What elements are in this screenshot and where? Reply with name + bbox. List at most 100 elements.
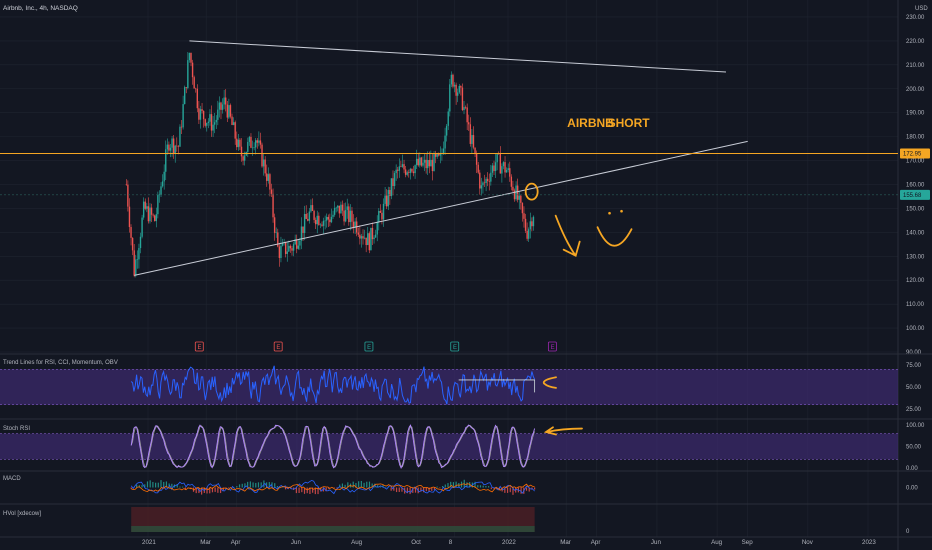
earnings-marker-label: E — [453, 345, 457, 351]
candle-body — [352, 221, 355, 228]
candle-body — [223, 97, 225, 105]
candle-body — [294, 239, 296, 245]
earnings-marker[interactable] — [450, 341, 460, 352]
candle-body — [409, 168, 412, 173]
macd-bar — [238, 484, 241, 488]
candle-body — [477, 164, 479, 173]
candle-body — [433, 153, 435, 172]
candle-body — [390, 178, 393, 197]
macd-bar — [482, 485, 484, 488]
candle-body — [351, 210, 353, 222]
macd-bar — [168, 483, 170, 488]
candle-body — [360, 236, 363, 239]
candle-body — [387, 190, 389, 207]
candle-body — [310, 205, 312, 212]
candle-body — [436, 153, 438, 157]
earnings-marker[interactable] — [273, 341, 283, 352]
candle-body — [220, 102, 222, 110]
candle-body — [215, 119, 217, 123]
macd-bar — [398, 487, 400, 492]
candle-body — [458, 86, 460, 93]
price-label-badge — [900, 148, 930, 159]
macd-bar — [303, 487, 306, 494]
price-label-text: 172.95 — [903, 152, 922, 158]
candles — [125, 52, 535, 278]
candle-body — [305, 213, 307, 219]
candle-body — [266, 173, 268, 181]
macd-bar — [341, 483, 344, 488]
candle-body — [381, 212, 383, 220]
candle-body — [311, 205, 314, 211]
candle-body — [341, 204, 344, 211]
candle-body — [133, 250, 135, 276]
candle-body — [228, 105, 230, 118]
candle-body — [338, 205, 341, 214]
candle-body — [302, 226, 304, 233]
candle-body — [154, 215, 156, 222]
macd-bar — [184, 487, 186, 490]
macd-bar — [450, 481, 452, 488]
candle-body — [445, 125, 448, 136]
candle-body — [155, 214, 157, 222]
x-tick-label: Nov — [802, 539, 814, 546]
candle-body — [258, 140, 260, 143]
smiley-eye — [620, 209, 623, 213]
candle-body — [307, 218, 309, 221]
x-tick-label: 2022 — [502, 539, 516, 546]
candle-body — [269, 174, 271, 190]
macd-bar — [228, 487, 230, 489]
stoch-arrow-annotation — [543, 426, 583, 436]
candle-body — [344, 209, 347, 222]
candle-body — [422, 162, 424, 166]
candle-body — [439, 154, 442, 156]
down-arrow-icon — [554, 214, 581, 257]
resistance-trendline[interactable] — [189, 40, 727, 73]
candle-body — [367, 233, 369, 246]
candle-body — [289, 245, 292, 249]
candle-body — [130, 227, 132, 238]
candle-body — [144, 201, 146, 209]
candle-body — [318, 215, 320, 225]
candle-body — [324, 220, 326, 222]
candle-body — [389, 190, 391, 197]
candle-body — [138, 248, 140, 260]
rsi-arrow-annotation — [542, 376, 557, 389]
smiley-eye — [608, 211, 611, 215]
support-trendline[interactable] — [134, 140, 748, 276]
macd-bar — [320, 487, 322, 492]
candle-body — [242, 156, 244, 161]
candle-body — [509, 168, 511, 177]
macd-bar — [241, 483, 243, 488]
x-tick-label: Apr — [231, 539, 241, 546]
macd-bar — [276, 486, 279, 488]
macd-bar — [368, 481, 371, 488]
stoch-band — [0, 433, 898, 460]
macd-bar — [436, 486, 438, 488]
macd-bar — [428, 487, 430, 492]
candle-body — [502, 162, 505, 167]
macd-bar — [466, 482, 468, 488]
candle-body — [158, 194, 161, 196]
earnings-marker[interactable] — [364, 341, 374, 352]
candle-body — [378, 210, 380, 222]
chart-title: Airbnb, Inc., 4h, NASDAQ — [3, 5, 78, 12]
candle-body — [206, 122, 208, 126]
candle-body — [513, 190, 516, 200]
earnings-marker[interactable] — [547, 341, 557, 352]
candle-body — [190, 52, 192, 63]
candle-body — [474, 147, 476, 154]
candle-body — [171, 138, 173, 148]
candle-body — [370, 227, 372, 251]
candle-body — [127, 184, 129, 207]
candle-body — [384, 195, 386, 204]
candle-body — [496, 153, 498, 163]
candle-body — [406, 172, 408, 175]
candle-body — [278, 246, 281, 258]
earnings-marker[interactable] — [194, 341, 204, 352]
pane-y-tick: 50.00 — [906, 385, 922, 391]
macd-bar — [390, 487, 392, 491]
candle-body — [229, 105, 232, 117]
x-tick-label: Aug — [711, 539, 723, 546]
macd-bar — [284, 487, 287, 490]
